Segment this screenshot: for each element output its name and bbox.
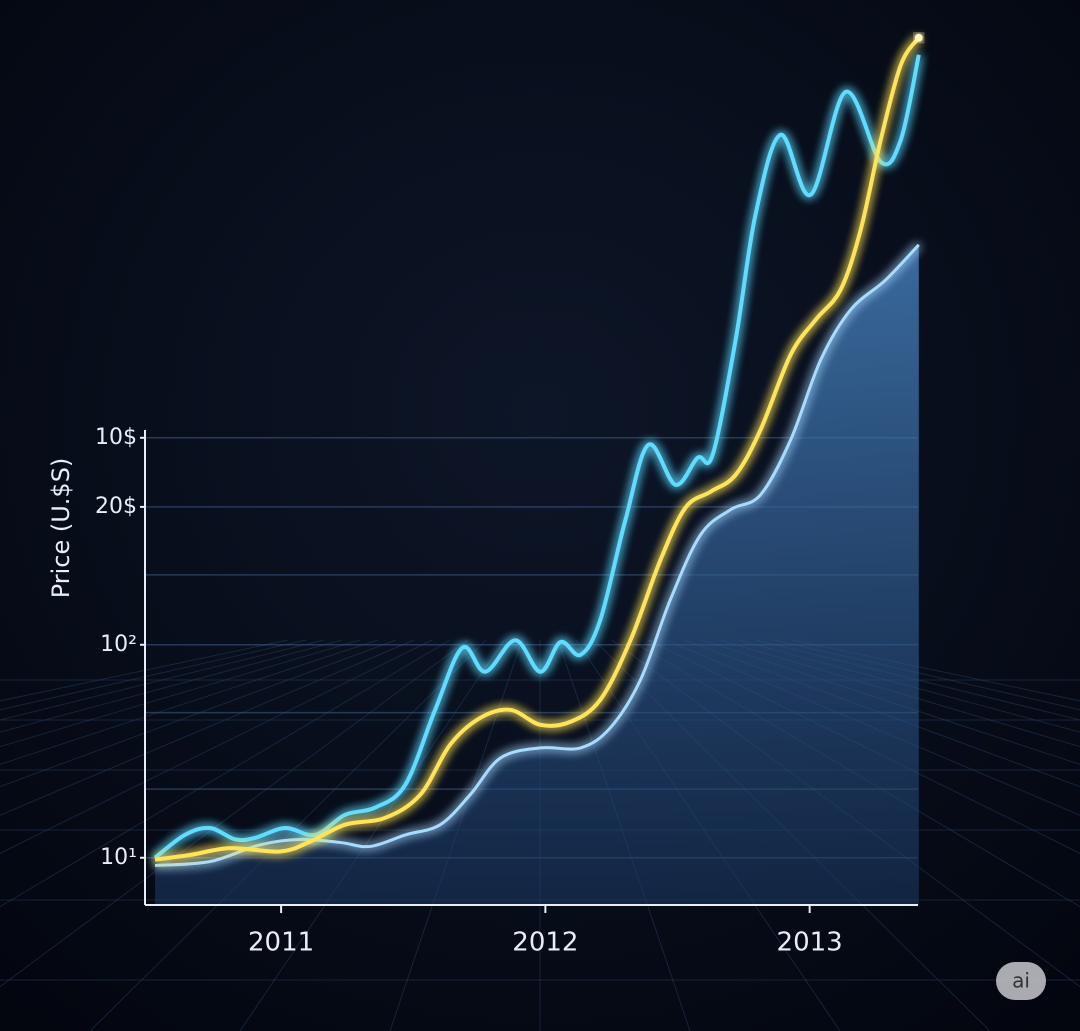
floor-line (239, 639, 505, 1031)
y-tick-label: 10² (100, 632, 137, 657)
end-point (914, 33, 923, 42)
floor-line (0, 639, 397, 788)
floor-line (0, 639, 361, 748)
floor-line (89, 639, 487, 1031)
floor-line (0, 639, 343, 733)
line (153, 54, 921, 860)
floor-line (0, 639, 415, 816)
floor-line (773, 639, 1080, 711)
floor-line (719, 639, 1080, 748)
area (155, 244, 919, 905)
floor-line (737, 639, 1080, 733)
line (154, 243, 920, 867)
floor-line (0, 639, 307, 711)
line (154, 36, 921, 862)
floor-line (0, 639, 469, 988)
floor-line (0, 639, 433, 854)
y-axis-label: Price (U.$S) (47, 458, 75, 599)
x-tick-label: 2012 (512, 928, 578, 958)
x-tick-label: 2011 (248, 928, 314, 958)
y-tick-label: 10¹ (100, 845, 137, 870)
floor-line (0, 639, 379, 765)
y-tick-label: 10$ (95, 425, 137, 450)
x-tick-label: 2013 (777, 928, 843, 958)
floor-line (0, 639, 325, 721)
badge-pill (996, 962, 1046, 1000)
plot: 10¹ 10² 20$ 10$ 2011 2012 2013 (95, 33, 923, 958)
badge: ai (1012, 969, 1030, 993)
floor-line (0, 639, 451, 908)
y-tick-label: 20$ (95, 494, 137, 519)
floor-line (755, 639, 1080, 721)
